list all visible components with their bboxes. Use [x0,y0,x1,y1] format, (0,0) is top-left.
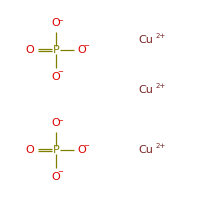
Text: O: O [52,72,60,82]
Text: P: P [53,45,59,55]
Text: Cu: Cu [139,85,153,95]
Text: 2+: 2+ [156,33,166,39]
Text: 2+: 2+ [156,143,166,149]
Text: O: O [78,145,86,155]
Text: −: − [57,69,63,75]
Text: Cu: Cu [139,145,153,155]
Text: O: O [52,18,60,28]
Text: 2+: 2+ [156,83,166,89]
Text: −: − [57,18,63,24]
Text: −: − [57,118,63,124]
Text: O: O [52,172,60,182]
Text: −: − [57,169,63,175]
Text: −: − [83,143,89,149]
Text: O: O [26,145,34,155]
Text: O: O [26,45,34,55]
Text: P: P [53,145,59,155]
Text: O: O [52,118,60,128]
Text: Cu: Cu [139,35,153,45]
Text: O: O [78,45,86,55]
Text: −: − [83,43,89,49]
